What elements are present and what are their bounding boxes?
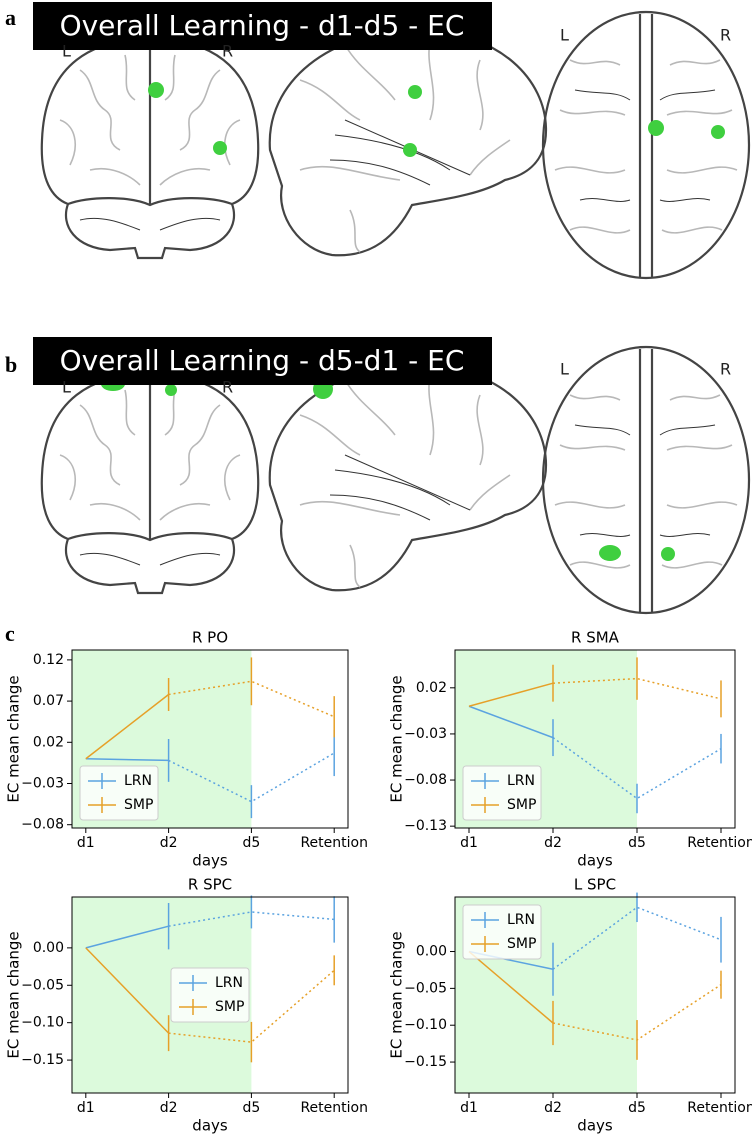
x-tick-label: Retention bbox=[687, 1100, 752, 1116]
side-label: R bbox=[222, 378, 233, 397]
side-label: L bbox=[560, 360, 569, 379]
x-axis-label: days bbox=[577, 1117, 613, 1135]
legend-label: LRN bbox=[507, 912, 535, 928]
side-label: R bbox=[222, 42, 233, 61]
x-axis-label: days bbox=[577, 852, 613, 870]
y-tick-label: −0.08 bbox=[21, 817, 64, 833]
banner-title: Overall Learning - d1-d5 - EC bbox=[60, 9, 465, 42]
side-label: R bbox=[720, 26, 731, 45]
y-tick-label: 0.07 bbox=[33, 693, 64, 709]
y-axis-label: EC mean change bbox=[5, 931, 23, 1058]
x-tick-label: Retention bbox=[300, 835, 368, 851]
x-axis-label: days bbox=[192, 852, 228, 870]
legend: LRN SMP bbox=[80, 766, 158, 820]
x-tick-label: d1 bbox=[460, 1100, 478, 1116]
y-tick-label: 0.02 bbox=[416, 680, 447, 696]
y-tick-label: 0.02 bbox=[33, 734, 64, 750]
chart: 0.00 −0.05 −0.10 −0.15 d1 d2 d5 Retention R SPC d… bbox=[5, 876, 368, 1135]
legend-label: LRN bbox=[215, 975, 243, 991]
y-tick-label: −0.15 bbox=[21, 1052, 64, 1068]
x-tick-label: d2 bbox=[544, 835, 562, 851]
x-axis-label: days bbox=[192, 1117, 228, 1135]
y-tick-label: −0.10 bbox=[404, 1017, 447, 1033]
x-tick-label: d5 bbox=[628, 835, 646, 851]
x-tick-label: d2 bbox=[544, 1100, 562, 1116]
brain-outlines-b bbox=[42, 347, 749, 613]
y-tick-label: −0.10 bbox=[21, 1015, 64, 1031]
y-tick-label: −0.05 bbox=[21, 977, 64, 993]
chart-title: R SMA bbox=[571, 629, 620, 647]
y-tick-label: −0.13 bbox=[404, 818, 447, 834]
legend-label: LRN bbox=[124, 773, 152, 789]
y-tick-label: −0.03 bbox=[404, 726, 447, 742]
y-tick-label: −0.08 bbox=[404, 772, 447, 788]
x-tick-label: Retention bbox=[687, 835, 752, 851]
blobs-a bbox=[148, 82, 725, 157]
chart-title: R PO bbox=[192, 629, 228, 647]
legend-label: SMP bbox=[215, 999, 244, 1015]
x-tick-label: d5 bbox=[243, 835, 261, 851]
x-tick-label: d1 bbox=[77, 1100, 95, 1116]
chart: 0.00 −0.05 −0.10 −0.15 d1 d2 d5 Retention L SPC d… bbox=[388, 876, 752, 1135]
banner-title: Overall Learning - d5-d1 - EC bbox=[60, 344, 465, 377]
y-tick-label: −0.03 bbox=[21, 776, 64, 792]
side-label: R bbox=[720, 360, 731, 379]
legend: LRN SMP bbox=[463, 905, 541, 959]
side-label: L bbox=[62, 42, 71, 61]
chart-title: R SPC bbox=[188, 876, 232, 894]
y-axis-label: EC mean change bbox=[388, 931, 406, 1058]
legend-label: SMP bbox=[507, 797, 536, 813]
x-tick-label: d2 bbox=[160, 1100, 178, 1116]
panel-label: c bbox=[5, 621, 15, 646]
y-tick-label: −0.15 bbox=[404, 1054, 447, 1070]
y-axis-label: EC mean change bbox=[388, 675, 406, 802]
chart: 0.02 −0.03 −0.08 −0.13 d1 d2 d5 Retention R SMA d… bbox=[388, 629, 752, 870]
legend-label: LRN bbox=[507, 773, 535, 789]
brain-outlines-a bbox=[42, 12, 749, 278]
y-tick-label: −0.05 bbox=[404, 980, 447, 996]
legend: LRN SMP bbox=[463, 766, 541, 820]
x-tick-label: d2 bbox=[160, 835, 178, 851]
legend-label: SMP bbox=[507, 936, 536, 952]
x-tick-label: d5 bbox=[243, 1100, 261, 1116]
y-tick-label: 0.00 bbox=[33, 940, 64, 956]
x-tick-label: Retention bbox=[300, 1100, 368, 1116]
y-tick-label: 0.12 bbox=[33, 652, 64, 668]
side-label: L bbox=[62, 378, 71, 397]
chart-title: L SPC bbox=[574, 876, 616, 894]
panel-label: b bbox=[5, 352, 17, 377]
chart: 0.12 0.07 0.02 −0.03 −0.08 d1 d2 d5 Retention R P… bbox=[5, 629, 368, 870]
x-tick-label: d1 bbox=[77, 835, 95, 851]
side-label: L bbox=[560, 26, 569, 45]
y-axis-label: EC mean change bbox=[5, 675, 23, 802]
legend: LRN SMP bbox=[171, 968, 249, 1022]
legend-label: SMP bbox=[124, 797, 153, 813]
panel-label: a bbox=[5, 5, 16, 30]
x-tick-label: d1 bbox=[460, 835, 478, 851]
x-tick-label: d5 bbox=[628, 1100, 646, 1116]
y-tick-label: 0.00 bbox=[416, 944, 447, 960]
